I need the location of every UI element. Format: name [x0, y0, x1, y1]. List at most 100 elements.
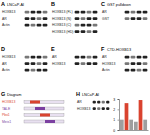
blot-band: [137, 62, 142, 65]
row-label: Actin: [2, 68, 10, 72]
row-label: HOXB13: [52, 62, 65, 66]
blot-band: [43, 17, 48, 20]
domain: [40, 114, 50, 117]
blot-band: [75, 30, 80, 33]
blot-band: [93, 11, 98, 14]
panel-letter: E: [51, 46, 55, 52]
blot-band: [25, 62, 30, 65]
blot-band: [97, 107, 100, 110]
blot-band: [75, 56, 80, 59]
panel-letter: G: [1, 91, 5, 97]
blot-band: [81, 62, 86, 65]
blot-band: [81, 30, 86, 33]
panel: GDiagramHOXB13TALEPbx1Meis1: [1, 91, 64, 124]
domain-bar: [24, 101, 64, 104]
panel: FCTD-HOXB13AR HOXB13 Actin: [101, 46, 147, 73]
blot-band: [131, 11, 136, 14]
blot-band: [87, 30, 92, 33]
tick-group: 0: [113, 129, 119, 133]
blot-band: [43, 69, 48, 72]
row-label: HOXB13: [102, 62, 115, 66]
blot-band: [93, 56, 98, 59]
bars: [120, 100, 147, 130]
blot-band: [25, 56, 30, 59]
domain: [35, 107, 45, 110]
panel-title: LNCaP-AI: [82, 93, 99, 97]
panel-letter: D: [1, 46, 5, 52]
tick-label: 0: [113, 129, 115, 133]
blot-band: [137, 17, 142, 20]
panel: ALNCaP-AIHOXB13ARActin: [1, 1, 47, 28]
blot-band: [31, 69, 36, 72]
blot-band: [75, 62, 80, 65]
blot-band: [131, 56, 136, 59]
y-axis: 0 1 2 3: [113, 98, 119, 133]
blot-band: [125, 56, 130, 59]
blot-band: [143, 17, 148, 20]
tick: [118, 130, 120, 131]
row-label: HOXB13 (C): [52, 23, 71, 27]
blot-band: [93, 62, 98, 65]
blot-band: [81, 17, 86, 20]
blot-band: [93, 30, 98, 33]
row-label: AR: [102, 55, 107, 59]
blot-band: [25, 24, 30, 27]
panel: BHOXB13 (FL)HOXB13 (N)HOXB13 (C)HOXB13 (…: [51, 1, 97, 34]
row-label: HOXB13: [2, 55, 15, 59]
blot-band: [125, 69, 130, 72]
panel-title: CTD-HOXB13: [107, 48, 131, 52]
blot-band: [37, 17, 42, 20]
blot-band: [37, 69, 42, 72]
row-label: Actin: [102, 68, 110, 72]
blot-band: [125, 17, 130, 20]
blot-band: [93, 24, 98, 27]
blot-band: [106, 107, 109, 110]
blot-band: [106, 101, 109, 104]
panel-letter: F: [101, 46, 105, 52]
tick-label: 2: [113, 108, 115, 112]
blot-band: [25, 11, 30, 14]
blot-band: [143, 62, 148, 65]
domain: [45, 120, 55, 123]
blot-band: [143, 69, 148, 72]
tick: [118, 99, 120, 100]
tick-label: 3: [113, 98, 115, 102]
panel-letter: H: [76, 91, 80, 97]
blot-band: [31, 62, 36, 65]
blot-band: [87, 11, 92, 14]
blot-band: [75, 11, 80, 14]
axis-line: [118, 100, 120, 131]
blot-band: [125, 11, 130, 14]
axis-line: [120, 130, 149, 131]
panel-title: Diagram: [7, 93, 21, 97]
bar: [143, 120, 147, 130]
blot-band: [37, 11, 42, 14]
blot-band: [81, 24, 86, 27]
blot-band: [31, 17, 36, 20]
row-label: AR: [2, 17, 7, 21]
panel-letter: A: [1, 1, 5, 7]
row-label: Pbx1: [2, 113, 10, 117]
blot-band: [25, 69, 30, 72]
bar: [134, 122, 138, 130]
panel: DHOXB13ARActin: [1, 46, 47, 73]
row-label: Actin: [2, 23, 10, 27]
blot-band: [143, 56, 148, 59]
blot-band: [37, 24, 42, 27]
blot-band: [97, 101, 100, 104]
panel-title: GST pulldown: [107, 3, 131, 7]
blot-band: [87, 56, 92, 59]
blot-band: [131, 17, 136, 20]
blot-band: [87, 24, 92, 27]
tick-label: 1: [113, 118, 115, 122]
panel-letter: C: [101, 1, 105, 7]
row-label: HOXB13 (N): [52, 17, 71, 21]
tick: [118, 120, 120, 121]
row-label: AR: [77, 100, 82, 104]
domain-bar: [24, 107, 64, 110]
row-label: GST: [102, 17, 109, 21]
blot-band: [102, 107, 105, 110]
blot-band: [37, 62, 42, 65]
blot-band: [81, 56, 86, 59]
tick-group: 2: [113, 108, 119, 112]
